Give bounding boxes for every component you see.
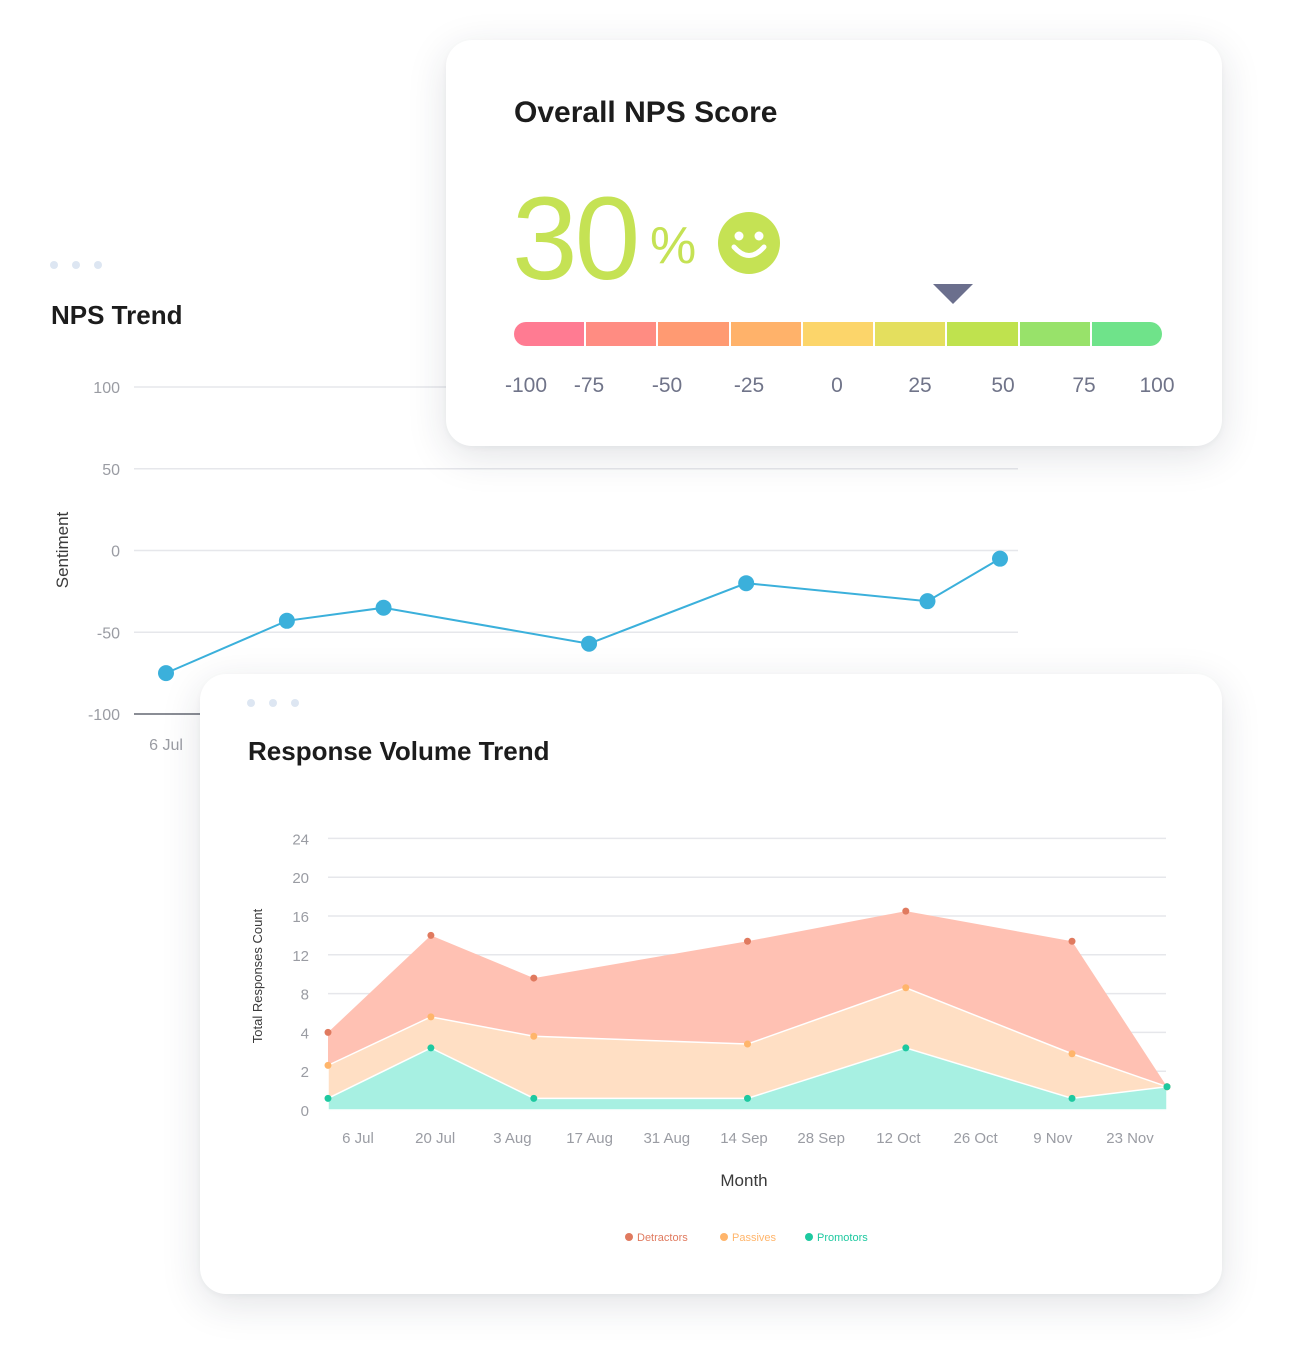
gauge-segment bbox=[1091, 322, 1162, 346]
gauge-segment bbox=[1019, 322, 1092, 346]
x-tick-label: 12 Oct bbox=[876, 1130, 921, 1147]
nps-data-point bbox=[158, 665, 174, 682]
gauge-segment bbox=[802, 322, 876, 346]
promotors-point bbox=[902, 1044, 910, 1052]
gauge-tick-label: 100 bbox=[1139, 374, 1175, 397]
x-tick-label: 17 Aug bbox=[566, 1130, 613, 1147]
y-tick-label: 100 bbox=[93, 380, 120, 397]
y-axis-label: Total Responses Count bbox=[250, 908, 265, 1043]
detractors-point bbox=[902, 907, 910, 915]
x-tick-label: 6 Jul bbox=[149, 737, 183, 754]
y-tick-label: 4 bbox=[301, 1025, 309, 1042]
gauge-pointer bbox=[933, 284, 974, 304]
promotors-point bbox=[324, 1094, 332, 1102]
x-tick-label: 26 Oct bbox=[954, 1130, 999, 1147]
gauge-tick-label: 25 bbox=[908, 374, 932, 397]
y-tick-label: 12 bbox=[292, 948, 309, 965]
nps-data-point bbox=[919, 593, 936, 610]
promotors-point bbox=[1163, 1083, 1171, 1091]
nps-trend-menu-dots[interactable] bbox=[50, 261, 102, 269]
y-tick-label: 2 bbox=[301, 1064, 309, 1081]
nps-data-point bbox=[992, 550, 1008, 567]
passives-point bbox=[744, 1040, 751, 1048]
gauge-segment bbox=[875, 322, 948, 346]
promotors-point bbox=[427, 1044, 435, 1052]
y-tick-label: -100 bbox=[88, 707, 120, 724]
x-tick-label: 6 Jul bbox=[342, 1130, 374, 1147]
gauge-tick-label: -25 bbox=[733, 374, 765, 397]
x-tick-label: 14 Sep bbox=[720, 1130, 768, 1147]
nps-score-value: 30 bbox=[512, 173, 640, 305]
promotors-point bbox=[1068, 1094, 1076, 1102]
y-axis-label: Sentiment bbox=[53, 511, 72, 588]
passives-point bbox=[1068, 1050, 1076, 1058]
response-volume-card: Response Volume Trend 0 2 4 8 12 16 20 24 6 Jul 2… bbox=[200, 674, 1222, 1294]
y-tick-label: 24 bbox=[292, 831, 309, 848]
passives-point bbox=[902, 984, 910, 992]
legend-marker bbox=[720, 1233, 728, 1241]
gauge-tick-label: -50 bbox=[651, 374, 683, 397]
nps-score-title: Overall NPS Score bbox=[514, 96, 778, 129]
passives-point bbox=[324, 1061, 332, 1069]
x-tick-label: 20 Jul bbox=[415, 1130, 455, 1147]
y-tick-label: 50 bbox=[102, 462, 120, 479]
detractors-point bbox=[1068, 937, 1076, 945]
nps-data-point bbox=[375, 599, 392, 616]
y-tick-label: 0 bbox=[111, 544, 120, 561]
gauge-tick-label: -100 bbox=[504, 374, 548, 397]
smiley-face-icon bbox=[718, 212, 780, 274]
nps-trend-title: NPS Trend bbox=[51, 300, 183, 330]
nps-gauge-bar bbox=[514, 322, 1162, 346]
nps-score-card: Overall NPS Score 30 % -100 -75 -50 -25 0 25 5… bbox=[446, 40, 1222, 446]
gauge-tick-label: -75 bbox=[573, 374, 605, 397]
legend-label: Promotors bbox=[817, 1232, 868, 1244]
x-tick-label: 3 Aug bbox=[493, 1130, 531, 1147]
nps-data-point bbox=[278, 612, 295, 629]
gauge-tick-label: 75 bbox=[1072, 374, 1096, 397]
passives-point bbox=[427, 1013, 435, 1021]
promotors-point bbox=[530, 1094, 538, 1102]
x-tick-label: 31 Aug bbox=[643, 1130, 690, 1147]
legend-label: Passives bbox=[732, 1232, 777, 1244]
x-tick-label: 23 Nov bbox=[1106, 1130, 1154, 1147]
legend-marker bbox=[805, 1233, 813, 1241]
gauge-tick-label: 0 bbox=[831, 374, 843, 397]
response-volume-menu-dots[interactable] bbox=[247, 699, 299, 707]
y-tick-label: 20 bbox=[292, 870, 309, 887]
promotors-point bbox=[744, 1094, 751, 1102]
gauge-segment bbox=[730, 322, 803, 346]
x-tick-label: 9 Nov bbox=[1033, 1130, 1073, 1147]
detractors-point bbox=[530, 974, 538, 982]
y-tick-label: -50 bbox=[97, 625, 120, 642]
y-tick-label: 16 bbox=[292, 909, 309, 926]
gauge-tick-label: 50 bbox=[991, 374, 1015, 397]
legend-label: Detractors bbox=[637, 1232, 688, 1244]
legend-marker bbox=[625, 1233, 633, 1241]
gauge-segment bbox=[514, 322, 587, 346]
response-volume-title: Response Volume Trend bbox=[248, 736, 550, 766]
detractors-point bbox=[324, 1028, 332, 1036]
nps-data-point bbox=[581, 635, 598, 652]
x-axis-label: Month bbox=[720, 1171, 767, 1190]
detractors-point bbox=[744, 937, 751, 945]
nps-data-point bbox=[738, 575, 755, 592]
area-promotors bbox=[327, 1047, 1168, 1111]
gauge-segment bbox=[947, 322, 1020, 346]
gauge-segment bbox=[586, 322, 659, 346]
nps-score-unit: % bbox=[650, 217, 697, 275]
gauge-segment bbox=[658, 322, 731, 346]
y-tick-label: 8 bbox=[301, 987, 309, 1004]
passives-point bbox=[530, 1032, 538, 1040]
x-tick-label: 28 Sep bbox=[797, 1130, 845, 1147]
y-tick-label: 0 bbox=[301, 1103, 309, 1120]
detractors-point bbox=[427, 931, 435, 939]
